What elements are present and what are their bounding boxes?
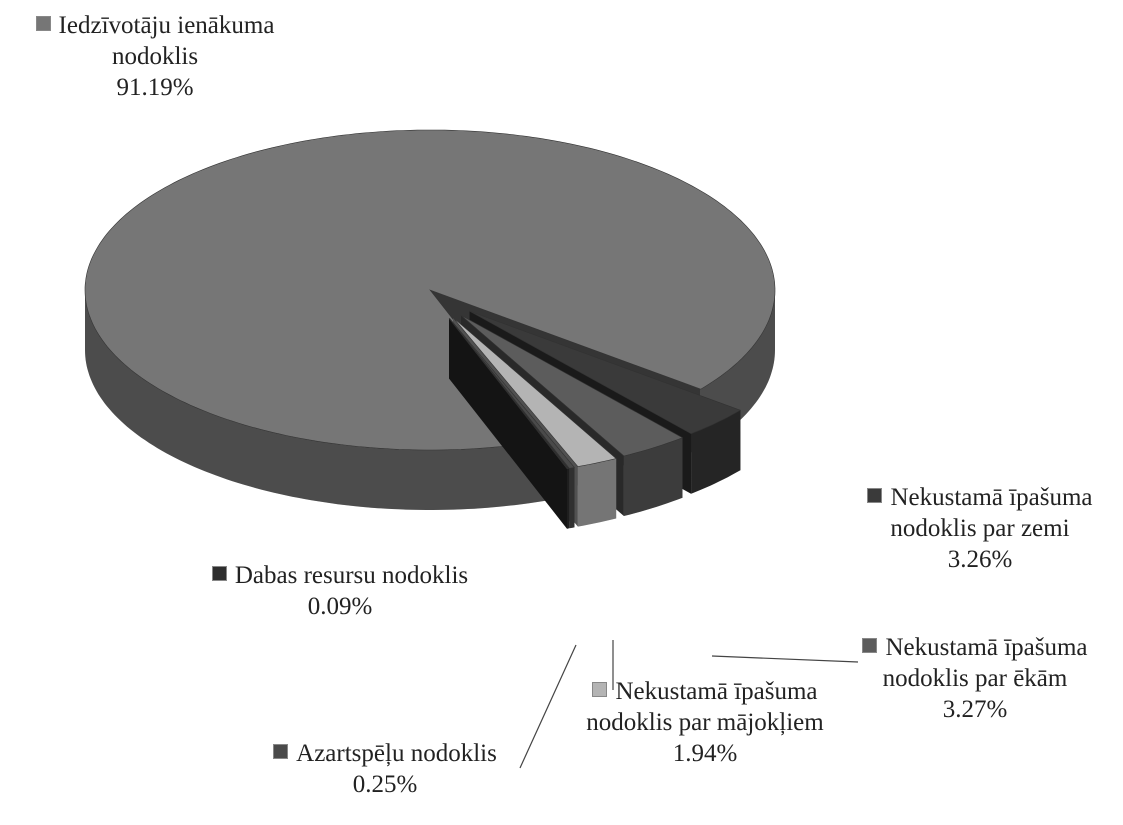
- slice-side: [691, 410, 741, 494]
- slice-side: [623, 437, 683, 516]
- category-label: Dabas resursu nodoklis: [234, 562, 469, 589]
- legend-swatch: [867, 488, 883, 503]
- slice-side-shade: [569, 467, 575, 529]
- pie-slice: [448, 318, 570, 470]
- data-label: Iedzīvotāju ienākuma nodoklis 91.19%: [0, 10, 310, 103]
- slice-side-shade: [567, 468, 569, 529]
- slice-side-shade: [577, 458, 617, 527]
- slice-side: [577, 458, 617, 527]
- leader-lines: [519, 640, 859, 769]
- legend-swatch: [211, 566, 227, 581]
- legend-swatch: [35, 16, 51, 31]
- slice-side-shade: [623, 437, 683, 516]
- category-label: Iedzīvotāju ienākuma nodoklis: [58, 12, 275, 70]
- slice-side-shade: [85, 290, 548, 510]
- pie-slice: [84, 129, 776, 451]
- pie-slice: [460, 314, 684, 457]
- value-label: 1.94%: [672, 740, 738, 767]
- slice-side: [569, 467, 575, 529]
- legend-swatch: [862, 638, 878, 653]
- value-label: 0.25%: [352, 771, 418, 798]
- pie-slice: [449, 318, 575, 469]
- data-label: Nekustamā īpašuma nodoklis par mājokļiem…: [560, 676, 850, 769]
- category-label: Nekustamā īpašuma nodoklis par ēkām: [882, 634, 1088, 692]
- category-label: Nekustamā īpašuma nodoklis par zemi: [890, 484, 1093, 542]
- value-label: 91.19%: [116, 74, 194, 101]
- slice-side-shade: [691, 410, 741, 494]
- value-label: 3.26%: [947, 546, 1013, 573]
- category-label: Azartspēļu nodoklis: [296, 740, 497, 767]
- leader-line: [711, 655, 859, 663]
- data-label: Dabas resursu nodoklis 0.09%: [205, 560, 475, 622]
- value-label: 0.09%: [307, 593, 373, 620]
- pie-slice: [469, 310, 742, 435]
- data-label: Azartspēļu nodoklis 0.25%: [240, 738, 530, 800]
- data-label: Nekustamā īpašuma nodoklis par ēkām 3.27%: [850, 632, 1100, 725]
- legend-swatch: [592, 682, 608, 697]
- pie: [84, 129, 776, 529]
- pie-slice: [452, 317, 617, 467]
- data-label: Nekustamā īpašuma nodoklis par zemi 3.26%: [845, 482, 1115, 575]
- slice-side: [85, 290, 548, 510]
- legend-swatch: [273, 744, 289, 759]
- slice-side: [567, 468, 569, 529]
- category-label: Nekustamā īpašuma nodoklis par mājokļiem: [586, 678, 824, 736]
- value-label: 3.27%: [942, 696, 1008, 723]
- slice-wall-shade: [449, 318, 567, 529]
- leader-line: [519, 644, 577, 769]
